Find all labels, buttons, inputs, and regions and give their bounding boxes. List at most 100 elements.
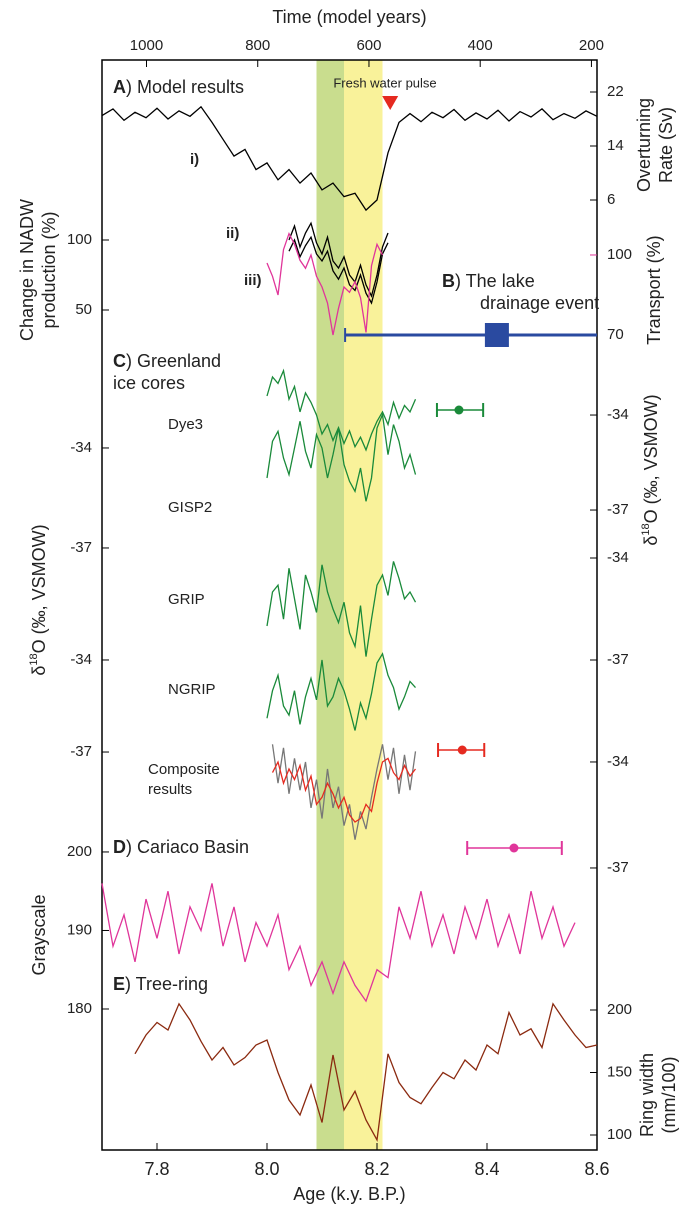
y-tick-label: -37 <box>70 743 92 760</box>
x-tick-label: 7.8 <box>144 1159 169 1179</box>
y-title-part: δ <box>641 536 661 546</box>
series-label: GRIP <box>168 591 205 608</box>
panel-title: B) The lake drainage event <box>442 271 599 313</box>
series-label: ii) <box>226 225 239 242</box>
y-tick-label: -34 <box>70 651 92 668</box>
shaded-band <box>344 60 383 1150</box>
plot-frame <box>101 59 598 1151</box>
y-tick-label: 190 <box>67 921 92 938</box>
y-axis-title-line: (mm/100) <box>659 1056 679 1133</box>
series-label: NGRIP <box>168 681 216 698</box>
panel-letter: E <box>113 974 125 994</box>
series-line <box>266 561 417 657</box>
y-tick-label: -37 <box>607 501 629 518</box>
y-tick-label: -37 <box>607 651 629 668</box>
series-label: i) <box>190 151 199 168</box>
y-tick-label: 6 <box>607 191 615 208</box>
x-axis-title: Age (k.y. B.P.) <box>293 1184 405 1204</box>
panel-title-line: ice cores <box>113 373 185 393</box>
y-tick-label: 200 <box>607 1001 632 1018</box>
series-line <box>271 744 417 840</box>
y-axis-title-line: Ring width <box>637 1053 657 1137</box>
y-tick-label: 22 <box>607 83 624 100</box>
series-line <box>288 221 389 298</box>
y-axis-title-line: production (%) <box>39 211 59 328</box>
shaded-band <box>316 60 344 1150</box>
series-line <box>266 368 417 452</box>
y-tick-label: -34 <box>70 439 92 456</box>
y-tick-label: 200 <box>67 843 92 860</box>
y-axis-title: δ18O (‰, VSMOW) <box>640 394 661 545</box>
y-tick-label: 70 <box>607 326 624 343</box>
y-tick-label: 180 <box>67 1000 92 1017</box>
y-title-part: O (‰, VSMOW) <box>641 394 661 523</box>
y-axis-title: Grayscale <box>29 894 49 975</box>
series-label: iii) <box>244 272 262 289</box>
x2-tick-label: 600 <box>356 37 381 54</box>
x2-tick-label: 400 <box>468 37 493 54</box>
y-title-sup: 18 <box>640 523 652 535</box>
x-tick-label: 8.2 <box>364 1159 389 1179</box>
series-line <box>288 235 389 305</box>
panel-title-line: drainage event <box>480 293 599 313</box>
x2-tick-label: 1000 <box>130 37 163 54</box>
y-title-sup: 18 <box>28 653 40 665</box>
y-axis-title-line: Overturning <box>634 98 654 192</box>
panel-title-text: ) Tree-ring <box>125 974 208 994</box>
y-tick-label: 50 <box>75 301 92 318</box>
y-tick-label: 100 <box>67 231 92 248</box>
y-axis-title-line: Rate (Sv) <box>656 107 676 183</box>
panel-letter: C <box>113 351 126 371</box>
marker-dot <box>509 843 519 853</box>
pulse-marker <box>382 96 399 110</box>
series-label: Dye3 <box>168 416 203 433</box>
x-tick-label: 8.0 <box>254 1159 279 1179</box>
panel-title-line: ) Greenland <box>126 351 221 371</box>
y-axis-title: Overturning Rate (Sv) <box>634 98 676 192</box>
y-axis-title: Change in NADW production (%) <box>17 199 59 341</box>
panel-title: E) Tree-ring <box>113 974 208 994</box>
x-tick-label: 8.6 <box>584 1159 609 1179</box>
pulse-label: Fresh water pulse <box>333 75 436 90</box>
y-tick-label: -34 <box>607 406 629 423</box>
panel-title: D) Cariaco Basin <box>113 837 249 857</box>
series-line <box>134 1002 598 1143</box>
y-axis-title: Ring width (mm/100) <box>637 1053 679 1137</box>
y-tick-label: -37 <box>70 539 92 556</box>
x-tick-label: 8.4 <box>474 1159 499 1179</box>
y-tick-label: -34 <box>607 753 629 770</box>
series-label: Composite results <box>148 761 220 798</box>
x2-axis-title: Time (model years) <box>272 7 426 27</box>
series-line <box>266 412 417 502</box>
panel-title: A) Model results <box>113 77 244 97</box>
panel-letter: D <box>113 837 126 857</box>
series-line <box>101 105 598 212</box>
marker-square <box>484 323 509 347</box>
y-tick-label: 100 <box>607 246 632 263</box>
series-label: GISP2 <box>168 499 212 516</box>
y-tick-label: -37 <box>607 859 629 876</box>
x2-tick-label: 800 <box>245 37 270 54</box>
x2-tick-label: 200 <box>579 37 604 54</box>
series-label-line: results <box>148 781 192 798</box>
panel-title-text: ) Model results <box>126 77 244 97</box>
y-axis-title: δ18O (‰, VSMOW) <box>28 524 49 675</box>
panel-letter: B <box>442 271 455 291</box>
marker-dot <box>454 405 464 415</box>
y-tick-label: 100 <box>607 1126 632 1143</box>
series-label-line: Composite <box>148 761 220 778</box>
y-title-part: δ <box>29 666 49 676</box>
panel-title: C) Greenland ice cores <box>113 351 221 393</box>
series-line <box>271 757 417 823</box>
series-line <box>101 883 576 1003</box>
panel-title-line: ) The lake <box>455 271 535 291</box>
panel-letter: A <box>113 77 126 97</box>
y-title-part: O (‰, VSMOW) <box>29 524 49 653</box>
y-tick-label: 150 <box>607 1063 632 1080</box>
marker-dot <box>457 745 467 755</box>
y-axis-title: Transport (%) <box>644 235 664 344</box>
y-tick-label: -34 <box>607 549 629 566</box>
series-line <box>266 231 384 336</box>
